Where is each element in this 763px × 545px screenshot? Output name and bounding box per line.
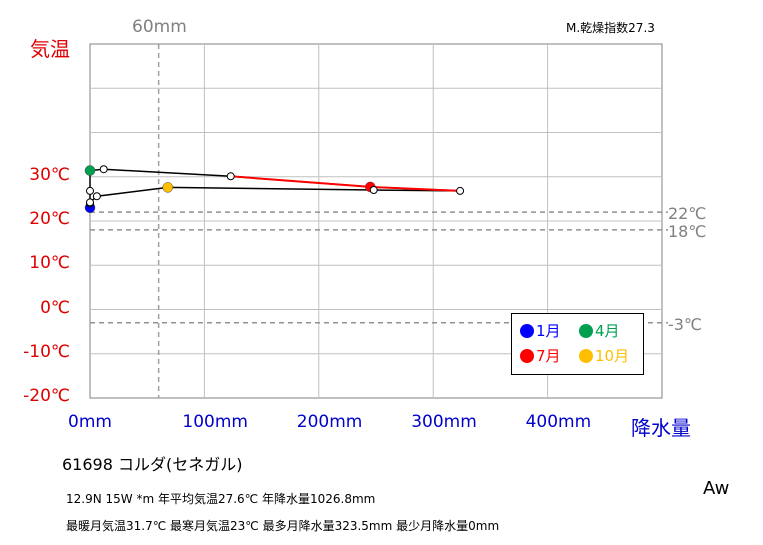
month-point bbox=[99, 165, 108, 174]
ref-temp-label: 22℃ bbox=[668, 204, 707, 224]
y-tick-label: -20℃ bbox=[23, 386, 70, 406]
ref-temp-label: -3℃ bbox=[668, 314, 702, 334]
x-tick-label: 100mm bbox=[182, 412, 248, 432]
y-tick-label: 10℃ bbox=[29, 253, 70, 274]
x-tick-label: 0mm bbox=[68, 412, 112, 432]
legend-item-apr: 4月 bbox=[579, 320, 620, 341]
legend: 1月 4月 7月 10月 bbox=[511, 313, 644, 375]
y-tick-label: -10℃ bbox=[23, 341, 70, 362]
legend-label: 10月 bbox=[595, 347, 630, 365]
ref-x-label: 60mm bbox=[132, 17, 187, 37]
month-point bbox=[92, 192, 101, 201]
y-tick-label: 0℃ bbox=[40, 297, 70, 318]
legend-dot-icon bbox=[579, 348, 593, 363]
month-point bbox=[86, 198, 94, 207]
y-axis-title: 気温 bbox=[30, 37, 70, 61]
month-point bbox=[86, 186, 94, 195]
aridity-index: M.乾燥指数27.3 bbox=[566, 21, 655, 35]
legend-label: 1月 bbox=[536, 322, 561, 340]
legend-label: 4月 bbox=[595, 322, 620, 340]
month-point bbox=[456, 186, 465, 195]
climate-class: Aw bbox=[703, 478, 730, 499]
month-point bbox=[369, 186, 378, 195]
x-tick-label: 400mm bbox=[525, 412, 592, 432]
y-tick-label: 20℃ bbox=[29, 209, 70, 229]
month-point bbox=[226, 172, 235, 181]
legend-item-jul: 7月 bbox=[520, 345, 561, 366]
info-line-2: 最暖月気温31.7℃ 最寒月気温23℃ 最多月降水量323.5mm 最少月降水量… bbox=[66, 519, 500, 533]
month-point-highlight bbox=[84, 165, 96, 176]
ref-temp-label: 18℃ bbox=[668, 221, 707, 241]
legend-item-jan: 1月 bbox=[520, 320, 561, 341]
station-name: 61698 コルダ(セネガル) bbox=[62, 455, 243, 474]
legend-dot-icon bbox=[520, 323, 534, 338]
x-axis-title: 降水量 bbox=[631, 416, 691, 440]
month-point-highlight bbox=[162, 182, 174, 193]
x-tick-label: 300mm bbox=[411, 412, 477, 432]
legend-dot-icon bbox=[579, 323, 593, 338]
x-tick-label: 200mm bbox=[296, 412, 363, 432]
info-line-1: 12.9N 15W *m 年平均気温27.6℃ 年降水量1026.8mm bbox=[66, 492, 376, 506]
y-tick-label: 30℃ bbox=[29, 164, 70, 185]
legend-label: 7月 bbox=[536, 347, 561, 365]
legend-dot-icon bbox=[520, 348, 534, 363]
legend-item-oct: 10月 bbox=[579, 345, 629, 366]
